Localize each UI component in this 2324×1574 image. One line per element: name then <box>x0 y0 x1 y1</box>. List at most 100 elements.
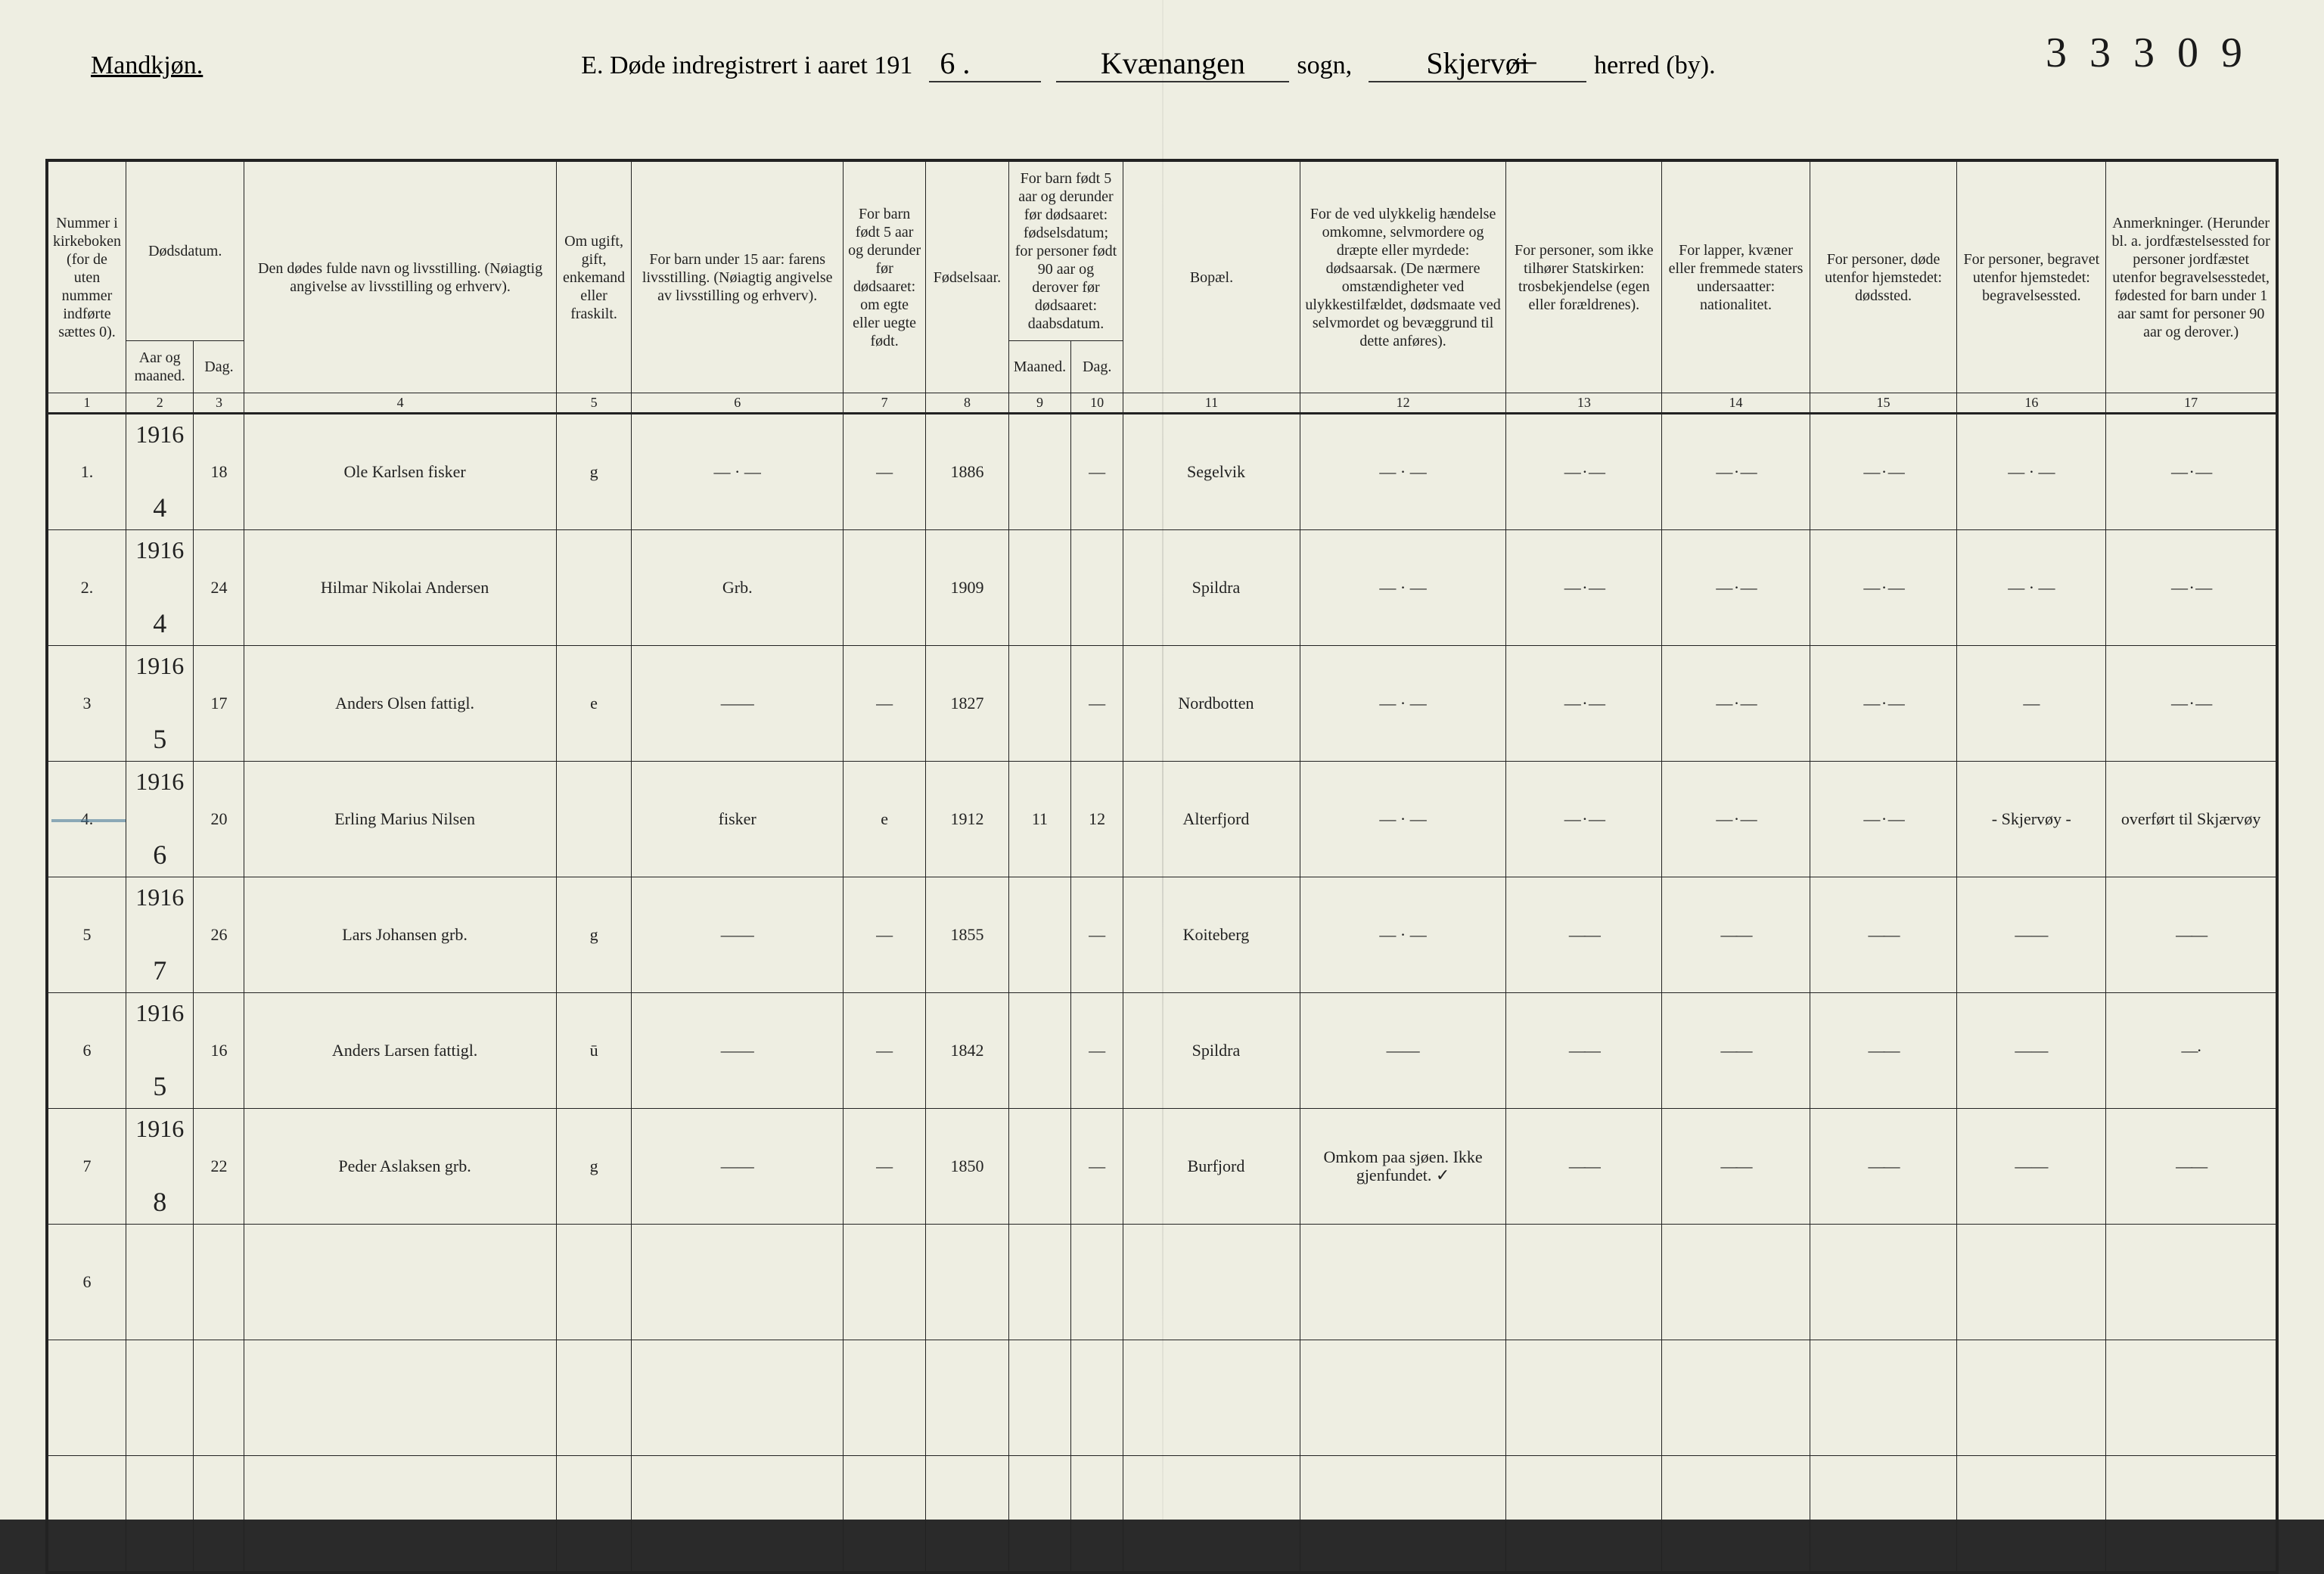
cell-legit: — <box>844 993 926 1109</box>
cell-burial: — · — <box>1957 414 2106 530</box>
col-header-note: Anmerkninger. (Herunder bl. a. jordfæste… <box>2106 160 2277 393</box>
cell-parent: fisker <box>632 762 844 877</box>
cell-parent: —— <box>632 1109 844 1225</box>
cell-empty: 6 <box>47 1225 126 1340</box>
herred-hand: Skjervø̶i̶ <box>1369 45 1586 82</box>
cell-death: —— <box>1810 1109 1957 1225</box>
cell-civil <box>556 762 632 877</box>
colno: 17 <box>2106 393 2277 414</box>
cell-day: 20 <box>194 762 244 877</box>
col-header-burial: For personer, begravet utenfor hjemstede… <box>1957 160 2106 393</box>
cell-burial: — <box>1957 646 2106 762</box>
cell-nat: — · — <box>1662 646 1810 762</box>
cell-burial: — · — <box>1957 530 2106 646</box>
cell-cause: — · — <box>1300 530 1506 646</box>
cell-faith: — · — <box>1506 762 1662 877</box>
cell-empty <box>194 1225 244 1340</box>
cell-residence: Burfjord <box>1123 1109 1300 1225</box>
cell-empty <box>1957 1456 2106 1573</box>
colno: 13 <box>1506 393 1662 414</box>
cell-note: —— <box>2106 877 2277 993</box>
cell-empty <box>1506 1340 1662 1456</box>
cell-faith: — · — <box>1506 414 1662 530</box>
cell-empty <box>1810 1340 1957 1456</box>
cell-birth-day <box>1071 530 1123 646</box>
cell-birth-day: — <box>1071 414 1123 530</box>
register-table: Nummer i kirkeboken (for de uten nummer … <box>45 159 2279 1574</box>
col-header-birthdate-top: For barn født 5 aar og derunder før døds… <box>1008 160 1123 341</box>
cell-empty <box>844 1225 926 1340</box>
cell-cause: — · — <box>1300 646 1506 762</box>
cell-year-month: 19166 <box>126 762 193 877</box>
cell-residence: Koiteberg <box>1123 877 1300 993</box>
cell-empty <box>1957 1340 2106 1456</box>
table-row <box>47 1456 2277 1573</box>
cell-civil: g <box>556 877 632 993</box>
cell-nat: —— <box>1662 993 1810 1109</box>
cell-birthyear: 1842 <box>926 993 1009 1109</box>
cell-day: 22 <box>194 1109 244 1225</box>
cell-empty <box>126 1456 193 1573</box>
cell-residence: Segelvik <box>1123 414 1300 530</box>
cell-empty <box>2106 1340 2277 1456</box>
cell-note: —· <box>2106 993 2277 1109</box>
cell-empty <box>194 1340 244 1456</box>
cell-empty <box>556 1456 632 1573</box>
col-header-cause: For de ved ulykkelig hændelse omkomne, s… <box>1300 160 1506 393</box>
cell-empty <box>1957 1225 2106 1340</box>
col-header-num: Nummer i kirkeboken (for de uten nummer … <box>47 160 126 393</box>
cell-nat: — · — <box>1662 414 1810 530</box>
col-header-birth-day: Dag. <box>1071 341 1123 393</box>
cell-faith: —— <box>1506 1109 1662 1225</box>
sogn-label: sogn, <box>1297 51 1352 80</box>
cell-empty <box>1123 1456 1300 1573</box>
cell-day: 18 <box>194 414 244 530</box>
table-row: 61916516Anders Larsen fattigl.ū———1842—S… <box>47 993 2277 1109</box>
cell-parent: —— <box>632 646 844 762</box>
cell-empty <box>244 1340 556 1456</box>
col-number-row: 1 2 3 4 5 6 7 8 9 10 11 12 13 14 15 16 1… <box>47 393 2277 414</box>
gender-label: Mandkjøn. <box>91 51 203 80</box>
col-header-birth-month: Maaned. <box>1008 341 1070 393</box>
cell-year-month: 19164 <box>126 530 193 646</box>
cell-empty <box>47 1340 126 1456</box>
cell-num: 5 <box>47 877 126 993</box>
cell-year-month: 19165 <box>126 646 193 762</box>
cell-birthyear: 1886 <box>926 414 1009 530</box>
col-header-name: Den dødes fulde navn og livsstilling. (N… <box>244 160 556 393</box>
cell-empty <box>632 1225 844 1340</box>
cell-parent: Grb. <box>632 530 844 646</box>
cell-nat: — · — <box>1662 530 1810 646</box>
cell-empty <box>1300 1340 1506 1456</box>
colno: 12 <box>1300 393 1506 414</box>
colno: 16 <box>1957 393 2106 414</box>
cell-empty <box>1123 1340 1300 1456</box>
cell-name: Lars Johansen grb. <box>244 877 556 993</box>
cell-num: 2. <box>47 530 126 646</box>
cell-parent: —— <box>632 993 844 1109</box>
col-header-date-top: Dødsdatum. <box>126 160 244 341</box>
cell-faith: —— <box>1506 993 1662 1109</box>
cell-name: Anders Larsen fattigl. <box>244 993 556 1109</box>
cell-legit: — <box>844 1109 926 1225</box>
cell-empty <box>556 1225 632 1340</box>
cell-name: Peder Aslaksen grb. <box>244 1109 556 1225</box>
col-header-faith: For personer, som ikke tilhører Statskir… <box>1506 160 1662 393</box>
cell-birth-day: — <box>1071 993 1123 1109</box>
cell-name: Hilmar Nikolai Andersen <box>244 530 556 646</box>
cell-empty <box>1300 1456 1506 1573</box>
cell-birth-day: — <box>1071 877 1123 993</box>
cell-num: 4. <box>47 762 126 877</box>
cell-faith: — · — <box>1506 646 1662 762</box>
cell-civil: g <box>556 1109 632 1225</box>
cell-birth-day: — <box>1071 1109 1123 1225</box>
cell-burial: - Skjervøy - <box>1957 762 2106 877</box>
title-prefix: E. Døde indregistrert i aaret 191 <box>581 51 912 80</box>
cell-empty <box>1071 1340 1123 1456</box>
col-header-year-month: Aar og maaned. <box>126 341 193 393</box>
cell-parent: — · — <box>632 414 844 530</box>
cell-empty <box>1662 1225 1810 1340</box>
cell-birthyear: 1855 <box>926 877 1009 993</box>
cell-birth-month <box>1008 530 1070 646</box>
cell-day: 24 <box>194 530 244 646</box>
